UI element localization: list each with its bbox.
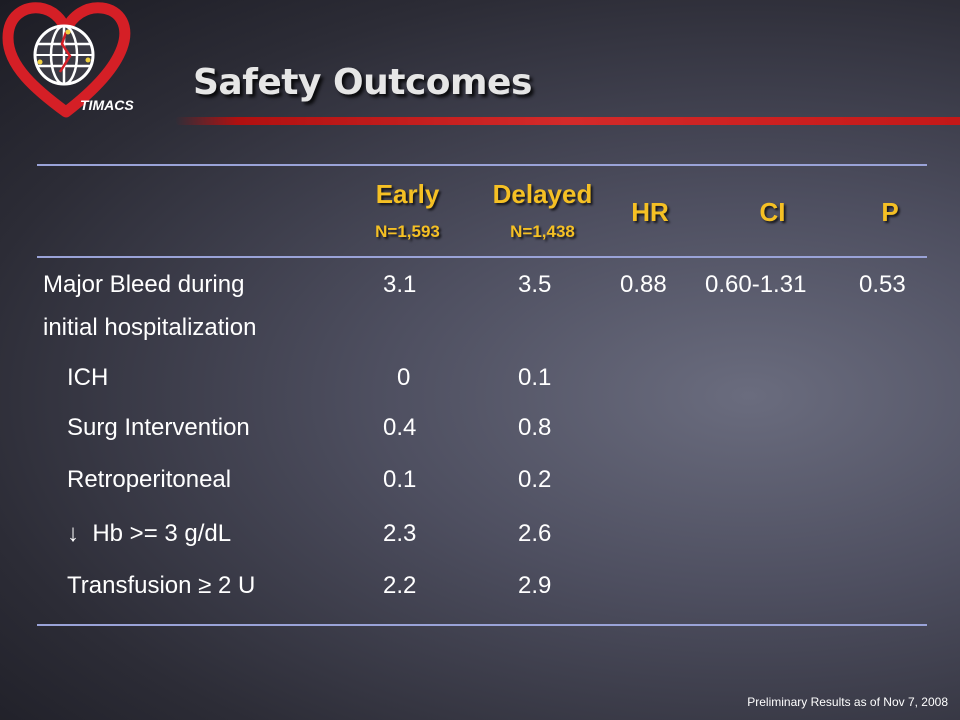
row-label-major-bleed-line2: initial hospitalization (43, 314, 257, 341)
title-underline (175, 117, 960, 125)
cell-early: 3.1 (383, 271, 417, 298)
row-label-ich: ICH (67, 364, 109, 391)
cell-early: 2.2 (383, 572, 417, 599)
footer-note: Preliminary Results as of Nov 7, 2008 (747, 695, 948, 709)
table-top-rule (37, 164, 927, 166)
header-hr: HR (631, 197, 669, 227)
row-label-major-bleed: Major Bleed during (43, 271, 245, 298)
cell-delayed: 2.9 (518, 572, 552, 599)
cell-early: 0 (397, 364, 411, 391)
header-delayed-n: N=1,438 (510, 222, 575, 241)
row-label-surg-intervention: Surg Intervention (67, 414, 250, 441)
page-title: Safety Outcomes (193, 62, 532, 103)
cell-delayed: 0.2 (518, 466, 552, 493)
timacs-logo: TIMACS (0, 0, 175, 125)
cell-delayed: 0.8 (518, 414, 552, 441)
cell-delayed: 2.6 (518, 520, 552, 547)
header-delayed: Delayed (492, 179, 593, 209)
cell-delayed: 0.1 (518, 364, 552, 391)
cell-early: 0.4 (383, 414, 417, 441)
table-header-rule (37, 256, 927, 258)
cell-ci: 0.60-1.31 (705, 271, 807, 298)
heart-globe-icon (2, 2, 131, 118)
row-label-transfusion: Transfusion ≥ 2 U (67, 572, 256, 599)
row-label-hb-drop: ↓ Hb >= 3 g/dL (67, 520, 232, 547)
cell-early: 0.1 (383, 466, 417, 493)
cell-p: 0.53 (859, 271, 906, 298)
logo-text: TIMACS (80, 97, 134, 113)
cell-early: 2.3 (383, 520, 417, 547)
header-early: Early (375, 179, 440, 209)
table-bottom-rule (37, 624, 927, 626)
cell-delayed: 3.5 (518, 271, 552, 298)
header-ci: CI (759, 197, 786, 227)
header-p: P (881, 197, 899, 227)
header-early-n: N=1,593 (375, 222, 440, 241)
row-label-retroperitoneal: Retroperitoneal (67, 466, 232, 493)
cell-hr: 0.88 (620, 271, 667, 298)
